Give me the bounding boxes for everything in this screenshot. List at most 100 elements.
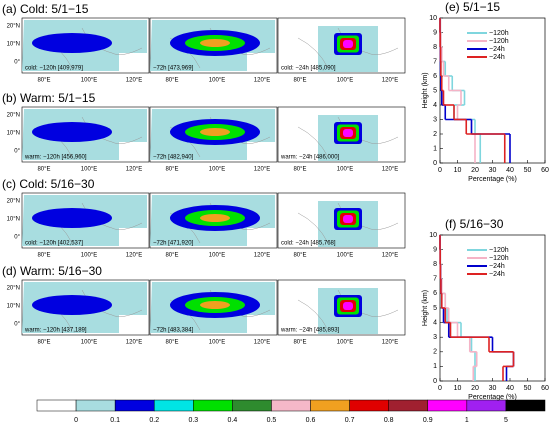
lon-label: 80°E (165, 340, 178, 346)
y-tick-label: 3 (433, 334, 437, 341)
x-tick-label: 30 (489, 167, 497, 174)
y-tick-label: 1 (433, 145, 437, 152)
colorbar-label: 0.7 (345, 417, 355, 424)
lon-label: 120°E (254, 167, 270, 173)
lon-label: 80°E (37, 167, 50, 173)
map-label: cold: −24h [485,768] (281, 241, 336, 247)
lon-label: 100°E (337, 78, 353, 84)
y-tick-label: 6 (433, 290, 437, 297)
lon-label: 80°E (37, 78, 50, 84)
lon-label: 120°E (382, 253, 398, 259)
y-tick-label: 9 (433, 246, 437, 253)
map-label: −72h [471,920] (153, 241, 194, 247)
lon-label: 120°E (382, 78, 398, 84)
lon-label: 80°E (165, 253, 178, 259)
colorbar-cell (505, 399, 546, 412)
x-tick-label: 40 (506, 167, 514, 174)
y-tick-label: 3 (433, 116, 437, 123)
y-tick-label: 9 (433, 29, 437, 36)
map-panel: −72h [473,969] (149, 17, 278, 74)
x-tick-label: 10 (454, 167, 462, 174)
map-panel: −72h [482,940] (149, 106, 278, 163)
map-label: warm: −120h [437,189] (24, 328, 87, 334)
lon-label: 100°E (81, 78, 97, 84)
lon-label: 120°E (254, 78, 270, 84)
blob (32, 33, 112, 53)
map-panel: cold: −120h [402,537] (21, 192, 150, 249)
map-label: −72h [473,969] (153, 66, 194, 72)
series (439, 18, 476, 163)
lat-label: 10°N (7, 304, 20, 310)
series (439, 235, 515, 381)
blob (200, 128, 230, 136)
y-tick-label: 2 (433, 349, 437, 356)
colorbar-label: 0.6 (306, 417, 316, 424)
map-panel: warm: −24h [486,000] (277, 106, 406, 163)
colorbar-cell (427, 399, 468, 412)
y-tick-label: 5 (433, 305, 437, 312)
lon-label: 80°E (37, 340, 50, 346)
map-panel: warm: −24h [485,893] (277, 279, 406, 336)
lon-label: 100°E (337, 340, 353, 346)
x-tick-label: 0 (438, 385, 442, 392)
colorbar-cell (388, 399, 429, 412)
lon-label: 80°E (165, 78, 178, 84)
legend-label: −24h (489, 54, 505, 61)
colorbar-cell (232, 399, 272, 412)
lon-label: 100°E (81, 167, 97, 173)
x-tick-label: 20 (471, 385, 479, 392)
y-tick-label: 8 (433, 261, 437, 268)
colorbar-cell (75, 399, 116, 412)
lon-label: 120°E (126, 78, 142, 84)
lon-label: 100°E (337, 253, 353, 259)
lat-label: 10°N (7, 131, 20, 137)
map-label: cold: −120h [402,537] (25, 241, 83, 247)
colorbar-label: 0.5 (267, 417, 277, 424)
lat-label: 20°N (7, 24, 20, 30)
colorbar-label: 0.9 (423, 417, 433, 424)
colorbar-label: 0.4 (228, 417, 238, 424)
chart-title: (e) 5/1−15 (445, 0, 500, 14)
lon-label: 100°E (81, 253, 97, 259)
blob (32, 122, 112, 142)
colorbar-cell (114, 399, 155, 412)
legend-label: −24h (489, 271, 505, 278)
lat-label: 20°N (7, 113, 20, 119)
legend-label: −120h (489, 255, 509, 262)
colorbar-cell (36, 399, 77, 412)
lat-label: 20°N (7, 286, 20, 292)
x-tick-label: 60 (541, 167, 549, 174)
y-tick-label: 4 (433, 102, 437, 109)
panel-title: (c) Cold: 5/16−30 (2, 177, 95, 191)
blob (343, 302, 353, 310)
lon-label: 100°E (209, 340, 225, 346)
x-tick-label: 10 (454, 385, 462, 392)
lon-label: 80°E (165, 167, 178, 173)
lon-label: 100°E (337, 167, 353, 173)
blob (200, 39, 230, 47)
map-panel: −72h [471,920] (149, 192, 278, 249)
lon-label: 120°E (382, 167, 398, 173)
lon-label: 80°E (37, 253, 50, 259)
lon-label: 100°E (209, 167, 225, 173)
map-label: warm: −24h [486,000] (280, 155, 340, 161)
map-panel: warm: −120h [437,189] (21, 279, 150, 336)
lon-label: 120°E (126, 340, 142, 346)
lon-label: 80°E (293, 78, 306, 84)
x-tick-label: 40 (506, 385, 514, 392)
x-tick-label: 30 (489, 385, 497, 392)
x-tick-label: 50 (524, 385, 532, 392)
lon-label: 100°E (209, 253, 225, 259)
panel-title: (b) Warm: 5/1−15 (2, 91, 96, 105)
lon-label: 100°E (209, 78, 225, 84)
y-axis-label: Height (km) (422, 290, 429, 326)
lat-label: 10°N (7, 217, 20, 223)
colorbar-cell (193, 399, 233, 412)
map-label: cold: −24h [485,090] (281, 66, 336, 72)
y-tick-label: 10 (429, 232, 437, 239)
legend-label: −24h (489, 263, 505, 270)
blob (200, 301, 230, 309)
blob (343, 129, 353, 137)
map-panel: cold: −120h [409,979] (21, 17, 150, 74)
